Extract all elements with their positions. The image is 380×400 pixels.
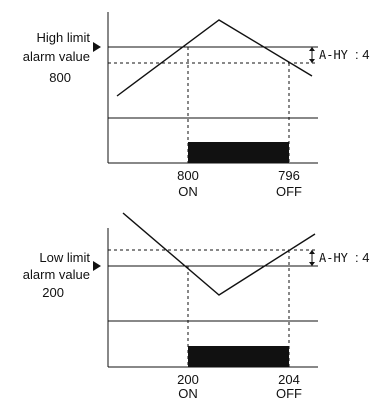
low-on-value: 200 (177, 372, 199, 387)
low-label-value: 200 (42, 285, 64, 300)
low-off-text: OFF (276, 386, 302, 400)
low-label-line1: Low limit (39, 250, 90, 265)
low-on-text: ON (178, 386, 198, 400)
high-bracket-up-arrow-icon (309, 47, 315, 51)
low-pointer-arrow-icon (93, 261, 101, 271)
low-alarm-output-bar (188, 346, 289, 367)
low-limit-panel: Low limit alarm value 200 A-HY : 4 200 O… (23, 212, 369, 400)
high-pointer-arrow-icon (93, 42, 101, 52)
high-label-line2: alarm value (23, 49, 90, 64)
low-hysteresis-value: : 4 (355, 250, 369, 265)
high-on-value: 800 (177, 168, 199, 183)
low-bracket-down-arrow-icon (309, 262, 315, 266)
low-bracket-up-arrow-icon (309, 250, 315, 254)
high-off-value: 796 (278, 168, 300, 183)
high-limit-panel: High limit alarm value 800 A-HY : 4 800 … (23, 12, 369, 199)
high-hysteresis-label: A-HY (319, 48, 349, 62)
low-process-value-trace (122, 212, 316, 296)
low-hysteresis-label: A-HY (319, 251, 349, 265)
low-off-value: 204 (278, 372, 300, 387)
high-hysteresis-value: : 4 (355, 47, 369, 62)
high-alarm-output-bar (188, 142, 289, 163)
high-on-text: ON (178, 184, 198, 199)
high-bracket-down-arrow-icon (309, 59, 315, 63)
high-label-line1: High limit (37, 30, 91, 45)
high-off-text: OFF (276, 184, 302, 199)
low-label-line2: alarm value (23, 267, 90, 282)
high-process-value-trace (116, 19, 313, 97)
high-label-value: 800 (49, 70, 71, 85)
